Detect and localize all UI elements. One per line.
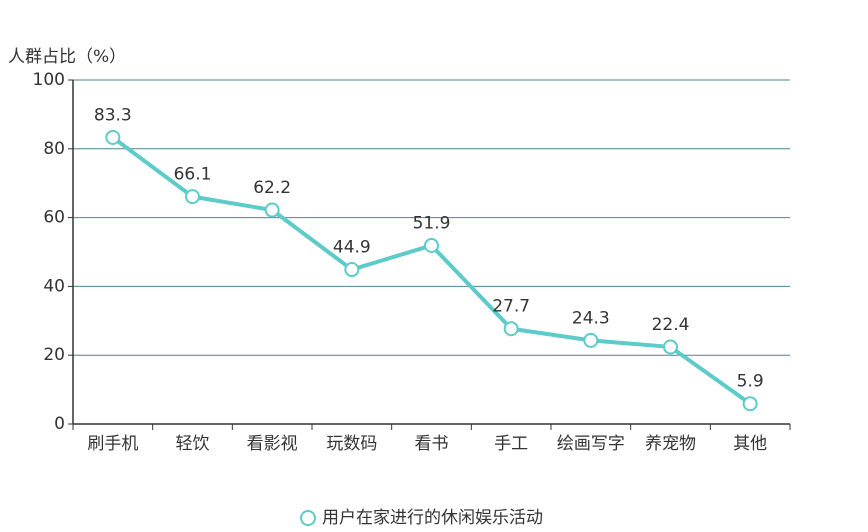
marker bbox=[424, 237, 439, 253]
x-tick-label: 手工 bbox=[494, 434, 528, 454]
data-label: 83.3 bbox=[94, 105, 132, 125]
marker bbox=[663, 339, 678, 355]
x-tick-label: 养宠物 bbox=[645, 434, 696, 454]
x-tick-label: 看书 bbox=[415, 434, 449, 454]
marker bbox=[583, 332, 599, 348]
legend-label: 用户在家进行的休闲娱乐活动 bbox=[322, 508, 543, 528]
legend-marker bbox=[300, 510, 316, 526]
data-label: 5.9 bbox=[737, 372, 764, 392]
y-tick-label: 0 bbox=[54, 414, 65, 434]
x-tick-label: 轻饮 bbox=[176, 434, 210, 454]
x-tick-label: 其他 bbox=[733, 434, 767, 454]
marker bbox=[344, 262, 360, 278]
data-label: 22.4 bbox=[652, 315, 690, 335]
y-tick-label: 60 bbox=[43, 208, 65, 228]
marker bbox=[503, 321, 519, 337]
y-tick-label: 20 bbox=[43, 345, 65, 365]
data-label: 24.3 bbox=[572, 308, 610, 328]
x-tick-label: 看影视 bbox=[247, 434, 298, 454]
data-label: 62.2 bbox=[253, 178, 291, 198]
marker bbox=[105, 129, 121, 145]
data-label: 66.1 bbox=[174, 165, 212, 185]
x-tick-label: 绘画写字 bbox=[557, 434, 625, 454]
data-label: 51.9 bbox=[413, 213, 451, 233]
marker bbox=[742, 396, 758, 412]
x-tick-label: 玩数码 bbox=[326, 434, 377, 454]
x-tick-label: 刷手机 bbox=[87, 434, 138, 454]
data-label: 44.9 bbox=[333, 238, 371, 258]
y-axis-label: 人群占比（%） bbox=[8, 47, 126, 67]
marker bbox=[185, 189, 200, 205]
y-tick-label: 40 bbox=[43, 276, 65, 296]
y-tick-label: 100 bbox=[33, 70, 65, 90]
data-label: 27.7 bbox=[492, 297, 530, 317]
marker bbox=[264, 202, 280, 218]
y-tick-label: 80 bbox=[43, 139, 65, 159]
